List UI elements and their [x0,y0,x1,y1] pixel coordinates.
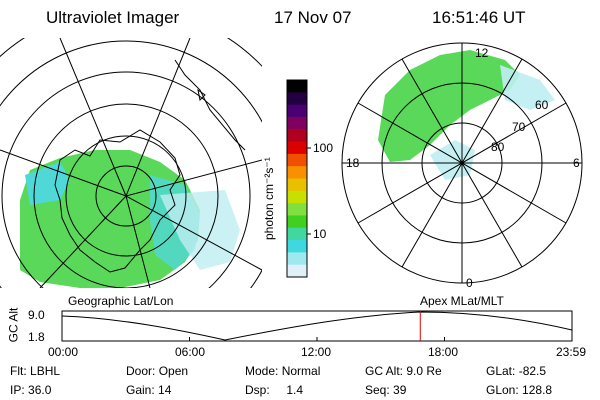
xtick-3: 18:00 [428,345,459,359]
altitude-timeline [61,310,573,342]
colorbar-segment [287,215,307,229]
geographic-map [0,38,262,288]
time-label: 16:51:46 UT [432,8,526,27]
aurora-cyan-left [25,162,70,205]
mlt-label-18: 18 [346,156,360,170]
colorbar-segment [287,153,307,167]
colorbar-segment [287,141,307,155]
colorbar-segment [287,104,307,118]
colorbar-frame [286,79,308,278]
colorbar-segment [287,116,307,130]
mlat-label-60: 60 [535,98,549,112]
xtick-0: 00:00 [48,345,79,359]
mlt-label-6: 6 [573,156,580,170]
colorbar-segment [287,264,307,278]
colorbar-tick-100: 100 [313,141,334,155]
colorbar-tick-10: 10 [313,227,327,241]
colorbar-segment [287,166,307,179]
colorbar [287,80,307,278]
colorbar-segment [287,240,307,253]
xtick-4: 23:59 [556,345,587,359]
instrument-title: Ultraviolet Imager [46,8,180,27]
date-label: 17 Nov 07 [274,8,352,27]
status-dsp: Dsp: 1.4 [245,383,304,397]
status-filter: Flt: LBHL [10,364,61,378]
status-glon: GLon: 128.8 [486,383,553,397]
colorbar-segment [287,190,307,204]
status-gain: Gain: 14 [126,383,172,397]
mlt-label-0: 0 [466,276,473,290]
right-map-title: Apex MLat/MLT [420,294,504,308]
left-map-title: Geographic Lat/Lon [68,294,174,308]
colorbar-label: photon cm⁻²s⁻¹ [262,157,276,240]
status-mode: Mode: Normal [245,364,321,378]
status-ip: IP: 36.0 [10,383,52,397]
status-gcalt: GC Alt: 9.0 Re [365,364,442,378]
colorbar-segment [287,178,307,192]
mlat-mlt-map [341,42,583,284]
ytick-low: 1.8 [28,330,45,344]
mlt-label-12: 12 [475,46,489,60]
colorbar-segment [287,92,307,106]
coastline [54,129,181,273]
status-glat: GLat: -82.5 [486,364,547,378]
ytick-high: 9.0 [28,308,45,322]
colorbar-segment [287,80,307,93]
status-door: Door: Open [126,364,189,378]
mlat-label-80: 80 [491,140,505,154]
xtick-1: 06:00 [175,345,206,359]
mlat-label-70: 70 [512,120,526,134]
colorbar-segment [287,227,307,241]
timeline-ylabel: GC Alt [6,307,21,343]
colorbar-segment [287,129,307,143]
status-seq: Seq: 39 [365,383,407,397]
altitude-curve [61,311,573,341]
xtick-2: 12:00 [301,345,332,359]
colorbar-segment [287,252,307,266]
colorbar-segment [287,203,307,216]
